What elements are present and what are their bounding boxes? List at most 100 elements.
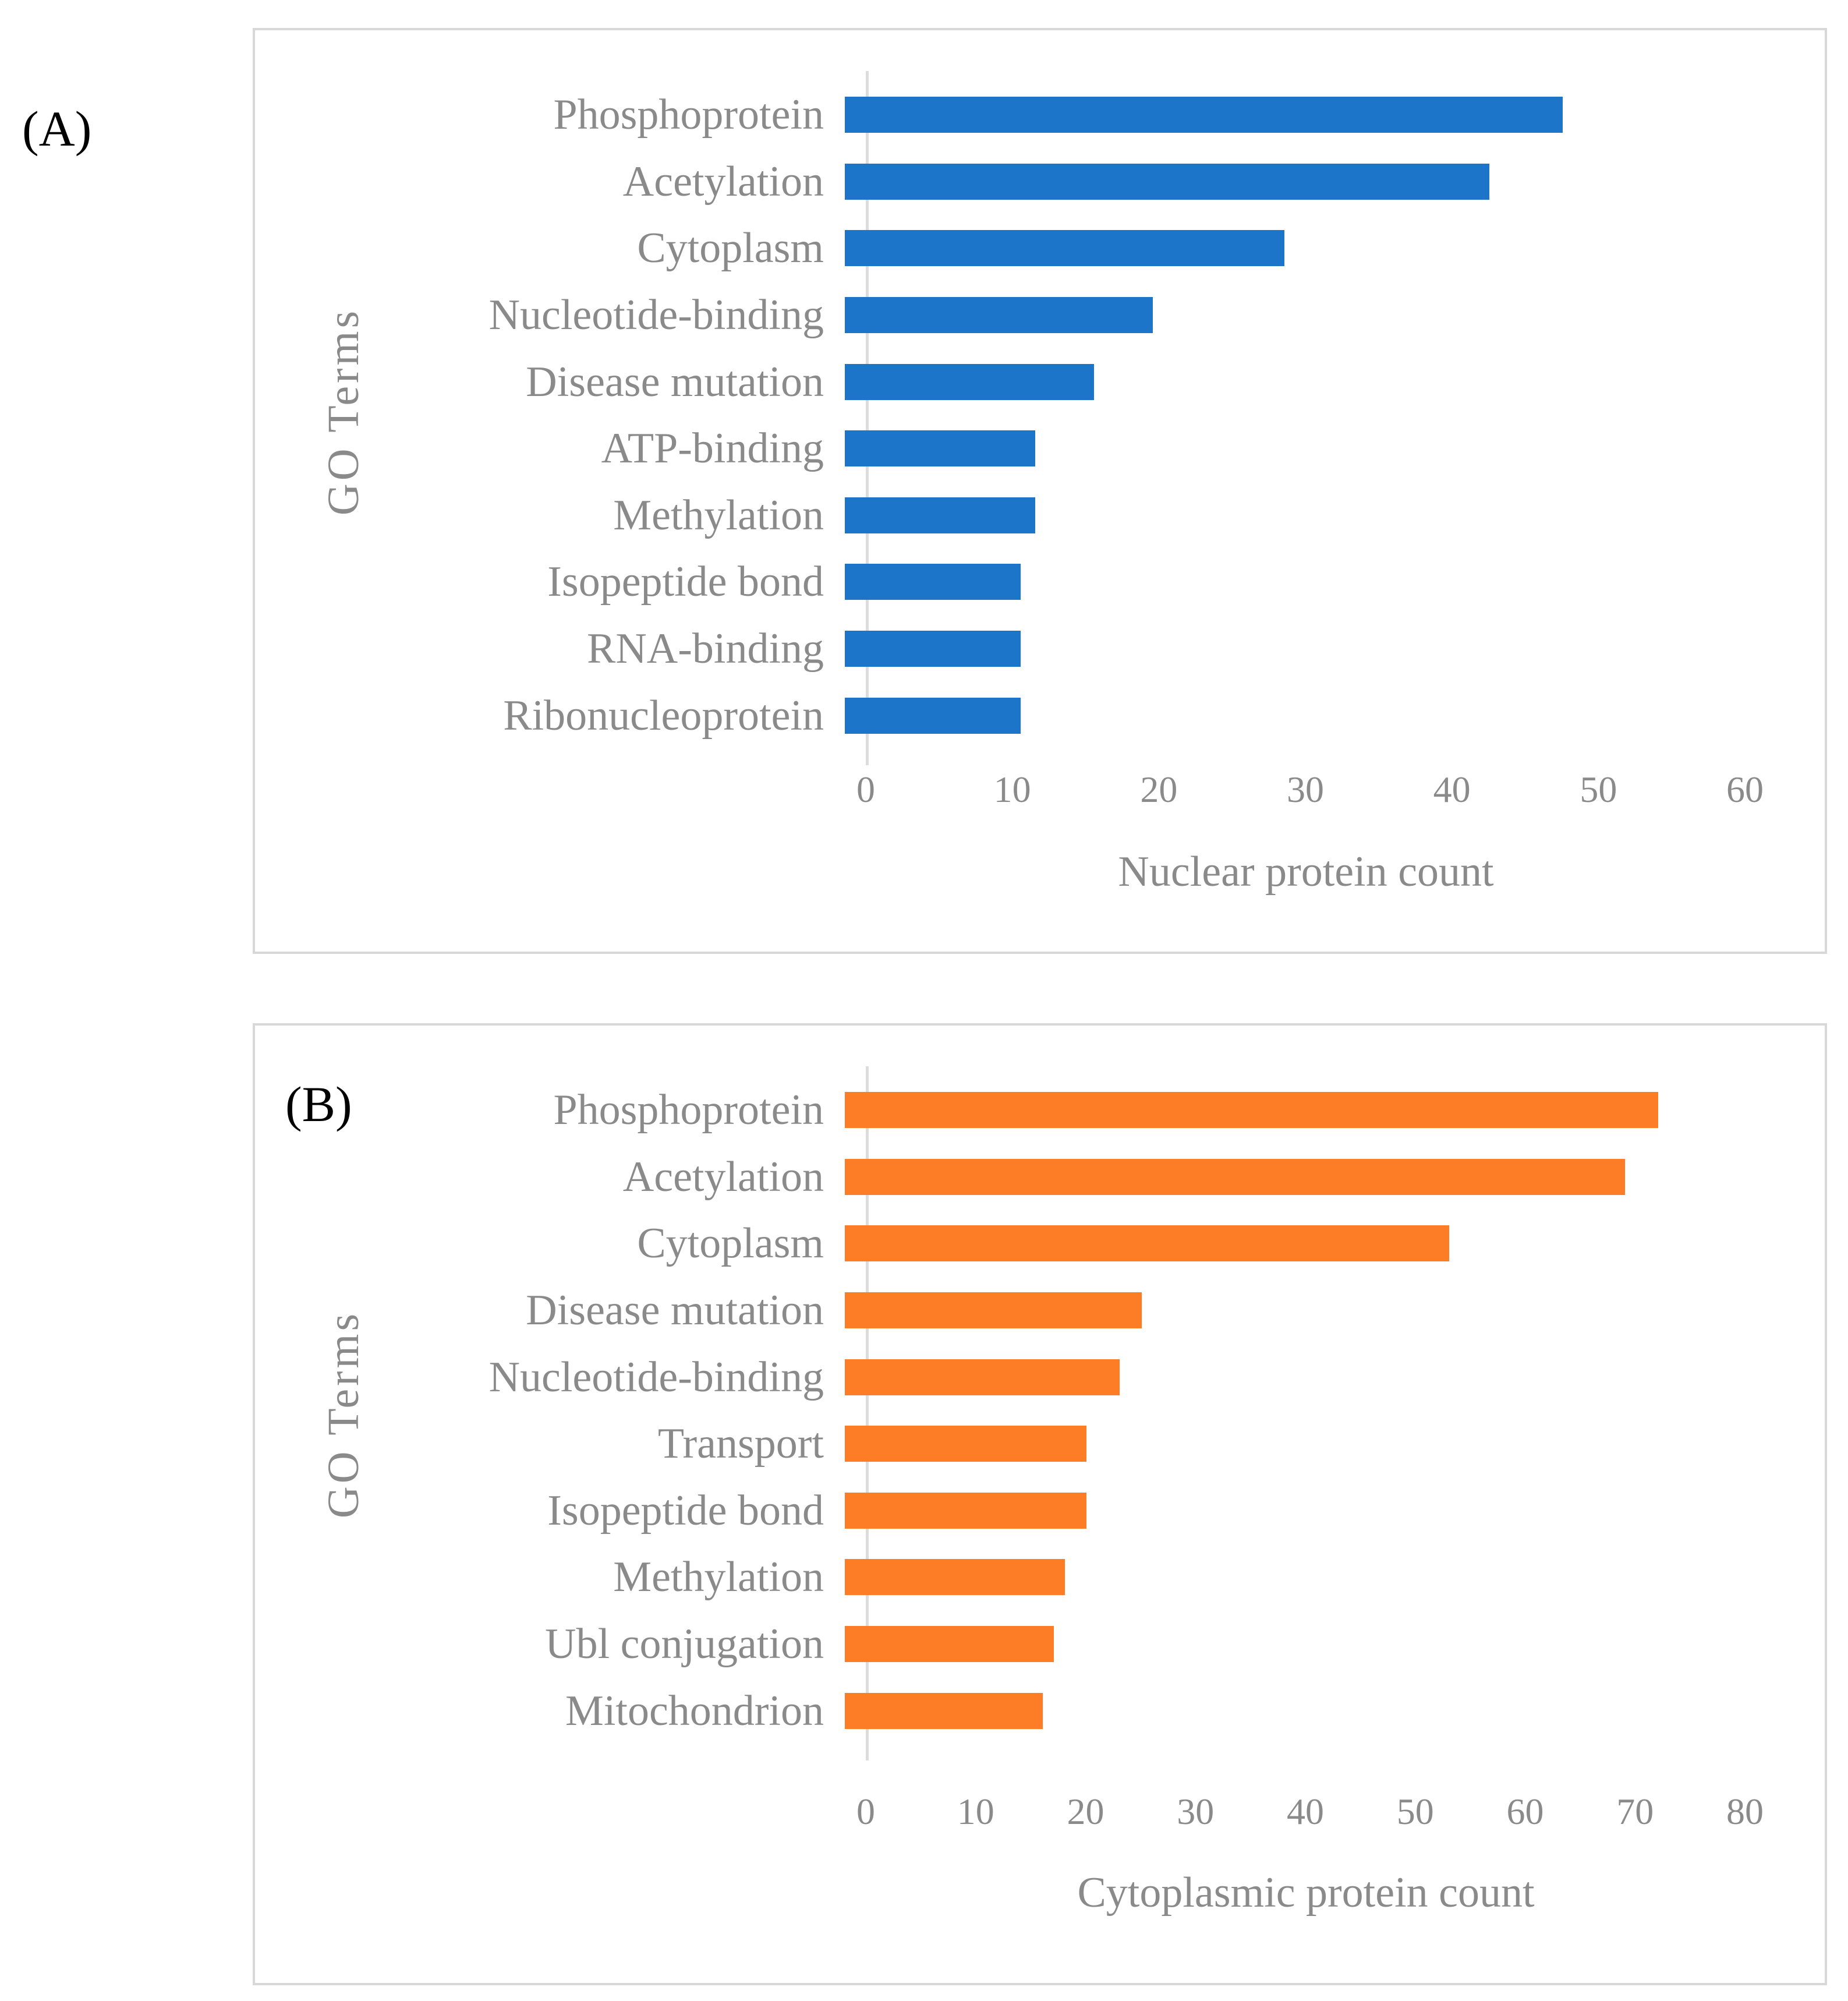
bar-row: Disease mutation — [255, 1277, 1746, 1344]
bar-track — [845, 497, 1746, 533]
bar — [845, 430, 1036, 467]
y-axis-line — [866, 1066, 869, 1760]
panel-a-label: (A) — [22, 101, 92, 157]
bar-row: Ubl conjugation — [255, 1611, 1746, 1678]
panel-b-chart: (B) GO Terms Phosphoprotein Acetylation Cy… — [253, 1023, 1827, 1985]
bar-row: Cytoplasm — [255, 1210, 1746, 1277]
bar-track — [845, 1292, 1746, 1329]
bar — [845, 1359, 1120, 1395]
bar-row: Acetylation — [255, 1144, 1746, 1211]
bar-row: Acetylation — [255, 149, 1746, 215]
bar-track — [845, 1626, 1746, 1663]
x-tick-label: 70 — [1616, 1791, 1654, 1832]
bar-track — [845, 1559, 1746, 1596]
bar-row: Phosphoprotein — [255, 1077, 1746, 1144]
category-label: Disease mutation — [526, 1286, 824, 1335]
x-tick-label: 50 — [1580, 769, 1617, 810]
x-tick-label: 40 — [1287, 1791, 1324, 1832]
bar-row: Phosphoprotein — [255, 82, 1746, 149]
bar-track — [845, 363, 1746, 400]
x-tick-label: 20 — [1140, 769, 1178, 810]
bar — [845, 1158, 1626, 1195]
bar — [845, 97, 1563, 133]
bar — [845, 1692, 1043, 1729]
bar-row: Ribonucleoprotein — [255, 682, 1746, 749]
bar-track — [845, 631, 1746, 667]
category-label: Phosphoprotein — [553, 1086, 824, 1134]
bar-track — [845, 1692, 1746, 1729]
bar-track — [845, 1492, 1746, 1529]
bar — [845, 1092, 1658, 1129]
x-tick-label: 30 — [1287, 769, 1324, 810]
x-tick-label: 10 — [993, 769, 1031, 810]
panel-b-label: (B) — [285, 1076, 352, 1132]
bar-track — [845, 163, 1746, 200]
x-tick-label: 20 — [1067, 1791, 1104, 1832]
x-tick-label: 40 — [1433, 769, 1471, 810]
bar-plot-area: Phosphoprotein Acetylation Cytoplasm Diseas… — [255, 1077, 1746, 1744]
bar-row: ATP-binding — [255, 415, 1746, 482]
bar-row: Transport — [255, 1410, 1746, 1477]
category-label: Ubl conjugation — [545, 1620, 824, 1668]
x-axis-title: Cytoplasmic protein count — [1077, 1869, 1535, 1917]
x-axis-title: Nuclear protein count — [1118, 848, 1494, 896]
bar — [845, 363, 1094, 400]
bar-row: Mitochondrion — [255, 1677, 1746, 1744]
bar-track — [845, 230, 1746, 267]
bar — [845, 1292, 1142, 1329]
bar — [845, 1626, 1054, 1663]
category-label: Mitochondrion — [565, 1687, 824, 1735]
category-label: Acetylation — [622, 157, 824, 206]
bar — [845, 163, 1490, 200]
category-label: Nucleotide-binding — [488, 291, 824, 340]
category-label: Isopeptide bond — [547, 558, 824, 606]
category-label: ATP-binding — [601, 425, 824, 473]
x-tick-label: 60 — [1726, 769, 1764, 810]
bar-row: Cytoplasm — [255, 215, 1746, 282]
bar-track — [845, 430, 1746, 467]
bar-row: Isopeptide bond — [255, 1477, 1746, 1544]
bar — [845, 230, 1284, 267]
bar — [845, 1559, 1065, 1596]
x-tick-label: 30 — [1177, 1791, 1215, 1832]
bar-track — [845, 697, 1746, 734]
bar — [845, 631, 1021, 667]
bar — [845, 497, 1036, 533]
bar-track — [845, 1359, 1746, 1395]
bar — [845, 697, 1021, 734]
bar — [845, 1492, 1087, 1529]
x-tick-label: 50 — [1396, 1791, 1434, 1832]
bar-track — [845, 564, 1746, 600]
bar — [845, 1225, 1450, 1262]
x-tick-label: 0 — [856, 1791, 875, 1832]
bar-plot-area: Phosphoprotein Acetylation Cytoplasm Nucleo… — [255, 82, 1746, 749]
y-axis-line — [866, 71, 869, 765]
category-label: Acetylation — [622, 1152, 824, 1201]
bar-row: Methylation — [255, 482, 1746, 549]
x-tick-label: 0 — [856, 769, 875, 810]
panel-a-chart: GO Terms Phosphoprotein Acetylation Cytopl… — [253, 28, 1827, 954]
category-label: Nucleotide-binding — [488, 1353, 824, 1401]
category-label: Methylation — [613, 491, 824, 539]
bar-track — [845, 97, 1746, 133]
category-label: RNA-binding — [587, 625, 824, 673]
x-tick-label: 80 — [1726, 1791, 1764, 1832]
bar-row: Methylation — [255, 1544, 1746, 1611]
bar — [845, 297, 1153, 334]
bar-row: Nucleotide-binding — [255, 1344, 1746, 1410]
category-label: Isopeptide bond — [547, 1486, 824, 1535]
bar-row: Disease mutation — [255, 348, 1746, 415]
x-axis-ticks: 0 10 20 30 40 50 60 70 80 — [856, 1791, 1764, 1840]
category-label: Cytoplasm — [637, 1219, 824, 1268]
category-label: Methylation — [613, 1553, 824, 1601]
x-axis-ticks: 0 10 20 30 40 50 60 — [856, 769, 1764, 818]
category-label: Cytoplasm — [637, 224, 824, 273]
category-label: Transport — [657, 1420, 824, 1468]
bar-row: Nucleotide-binding — [255, 282, 1746, 349]
bar-track — [845, 297, 1746, 334]
category-label: Disease mutation — [526, 358, 824, 406]
bar-row: Isopeptide bond — [255, 549, 1746, 616]
x-tick-label: 60 — [1506, 1791, 1544, 1832]
bar — [845, 1426, 1087, 1462]
bar — [845, 564, 1021, 600]
